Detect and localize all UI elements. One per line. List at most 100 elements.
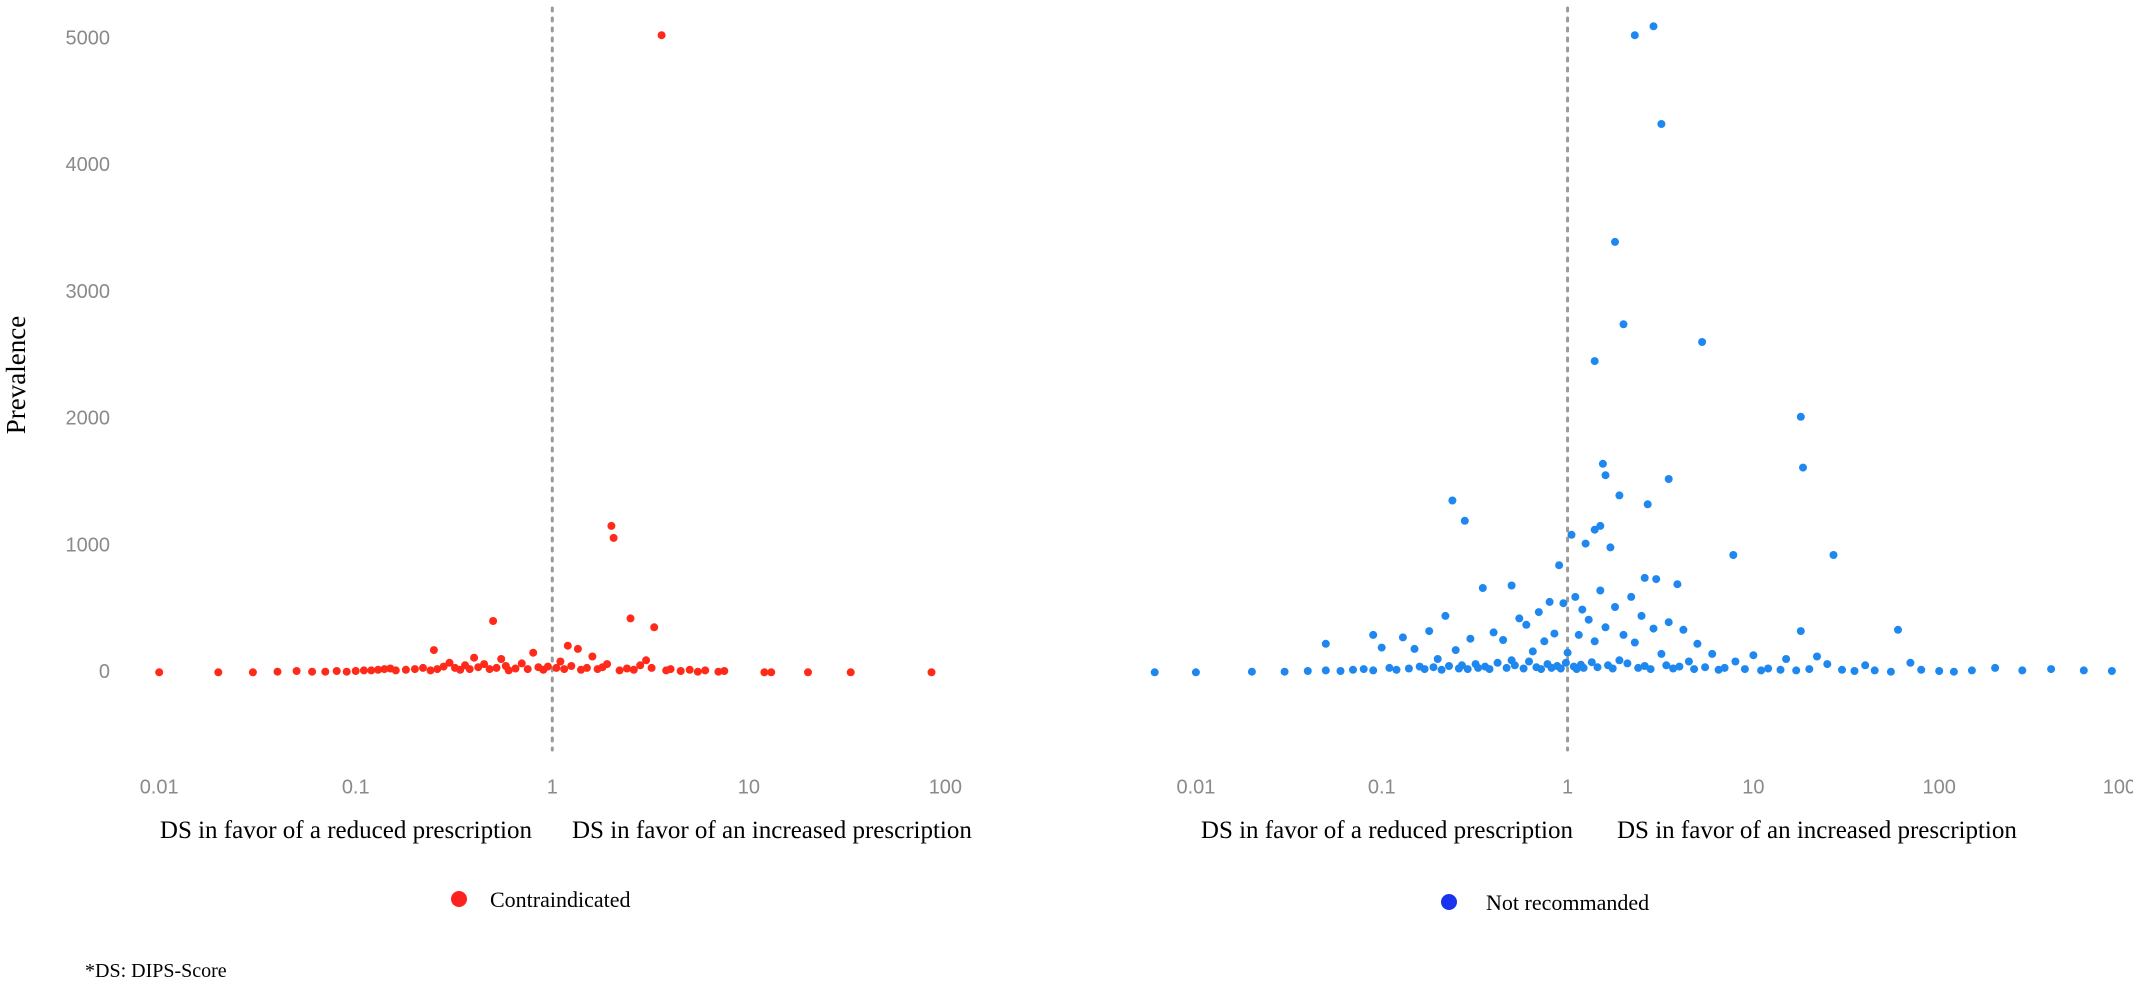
data-point bbox=[1664, 475, 1673, 483]
data-point bbox=[351, 667, 360, 675]
data-point bbox=[1720, 663, 1729, 672]
increased-prescription-label: DS in favor of an increased prescription bbox=[572, 817, 972, 844]
data-point bbox=[543, 662, 552, 671]
x-tick-label: 10 bbox=[1742, 776, 1764, 798]
data-point bbox=[426, 666, 435, 675]
data-point bbox=[1634, 663, 1643, 672]
data-point bbox=[1643, 500, 1652, 509]
data-point bbox=[1545, 597, 1554, 606]
x-tick-label: 10 bbox=[738, 776, 760, 798]
data-point bbox=[1596, 586, 1605, 595]
data-point bbox=[332, 667, 341, 675]
data-point bbox=[1652, 575, 1661, 584]
data-point bbox=[391, 666, 400, 675]
data-point bbox=[1601, 471, 1610, 480]
data-point bbox=[2018, 666, 2027, 675]
data-point bbox=[439, 662, 448, 671]
data-point bbox=[292, 667, 301, 675]
data-point bbox=[248, 668, 257, 677]
y-axis-label: Prevalence bbox=[1, 316, 31, 434]
data-point bbox=[1782, 655, 1791, 663]
data-point bbox=[401, 665, 410, 674]
data-point bbox=[685, 665, 694, 674]
data-point bbox=[1729, 551, 1738, 559]
not-recommended-points bbox=[1150, 22, 2116, 677]
data-point bbox=[609, 533, 618, 542]
data-point bbox=[1675, 662, 1684, 671]
data-point bbox=[1664, 618, 1673, 627]
data-point bbox=[1838, 665, 1846, 674]
data-point bbox=[1321, 639, 1330, 648]
data-point bbox=[1593, 663, 1602, 672]
x-tick-label: 100 bbox=[1922, 776, 1955, 798]
data-point bbox=[1596, 521, 1605, 530]
data-point bbox=[214, 668, 223, 677]
data-point bbox=[1392, 665, 1401, 674]
data-point bbox=[511, 664, 520, 673]
data-point bbox=[1598, 459, 1607, 468]
data-point bbox=[367, 666, 376, 675]
data-point bbox=[1555, 561, 1564, 570]
data-point bbox=[1336, 667, 1345, 675]
data-point bbox=[2079, 666, 2088, 675]
data-point bbox=[273, 667, 282, 676]
data-point bbox=[1451, 646, 1460, 655]
x-tick-label: 1 bbox=[1562, 776, 1573, 798]
data-point bbox=[1796, 412, 1805, 421]
data-point bbox=[1917, 665, 1926, 674]
data-point bbox=[1776, 665, 1785, 674]
data-point bbox=[1669, 664, 1678, 673]
data-point bbox=[1630, 31, 1639, 40]
not-recommended-panel: 0.01 0.1 1 10 100 1000 DS in favor of a … bbox=[1150, 6, 2133, 915]
data-point bbox=[374, 665, 383, 674]
data-point bbox=[321, 667, 330, 676]
data-point bbox=[1567, 530, 1576, 539]
data-point bbox=[1150, 668, 1159, 677]
data-point bbox=[1404, 664, 1413, 673]
data-point bbox=[846, 668, 855, 677]
data-point bbox=[1590, 357, 1599, 366]
data-point bbox=[657, 31, 666, 40]
data-point bbox=[1792, 666, 1801, 675]
data-point bbox=[1673, 580, 1682, 589]
data-point bbox=[556, 657, 565, 666]
data-point bbox=[1369, 630, 1378, 639]
data-point bbox=[573, 644, 582, 653]
data-point bbox=[1662, 661, 1671, 670]
data-point bbox=[1321, 666, 1330, 675]
data-point bbox=[1584, 615, 1593, 624]
data-point bbox=[1578, 605, 1587, 614]
data-point bbox=[1485, 665, 1494, 674]
y-tick-label: 2000 bbox=[66, 408, 111, 430]
data-point bbox=[1615, 656, 1624, 665]
data-point bbox=[410, 665, 419, 674]
data-point bbox=[1571, 592, 1580, 601]
data-point bbox=[1627, 592, 1636, 601]
x-tick-label: 0.1 bbox=[1368, 776, 1396, 798]
data-point bbox=[1425, 627, 1434, 636]
data-point bbox=[1556, 664, 1565, 673]
y-tick-label: 1000 bbox=[66, 534, 111, 556]
data-point bbox=[445, 658, 454, 667]
data-point bbox=[1493, 658, 1502, 667]
data-point bbox=[1861, 661, 1870, 670]
increased-prescription-label: DS in favor of an increased prescription bbox=[1617, 817, 2017, 844]
data-point bbox=[433, 665, 442, 674]
data-point bbox=[1502, 663, 1511, 672]
data-point bbox=[492, 663, 501, 672]
data-point bbox=[1991, 663, 2000, 672]
data-point bbox=[1559, 599, 1568, 608]
data-point bbox=[1749, 651, 1758, 660]
data-point bbox=[517, 659, 526, 668]
data-point bbox=[465, 665, 474, 674]
data-point bbox=[1649, 22, 1658, 31]
data-point bbox=[1537, 665, 1546, 674]
data-point bbox=[1528, 647, 1537, 656]
data-point bbox=[1967, 666, 1976, 675]
data-point bbox=[1191, 668, 1200, 677]
data-point bbox=[504, 666, 513, 675]
data-point bbox=[1574, 630, 1583, 639]
data-point bbox=[693, 667, 702, 676]
data-point bbox=[429, 646, 438, 655]
data-point bbox=[1698, 338, 1707, 346]
